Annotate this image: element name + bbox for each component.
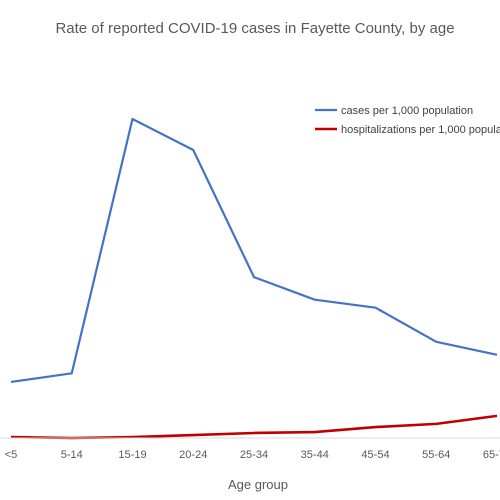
x-tick-label: <5 bbox=[5, 449, 18, 461]
legend-label: cases per 1,000 population bbox=[341, 105, 473, 117]
series-line-1 bbox=[10, 117, 498, 384]
series-line-2 bbox=[10, 414, 498, 440]
x-tick-label: 45-54 bbox=[361, 449, 389, 461]
x-axis-title: Age group bbox=[228, 477, 288, 492]
x-tick-labels: <5 5-14 15-19 20-24 25-34 35-44 45-54 55-64 65-7… bbox=[5, 449, 500, 461]
series-layer bbox=[10, 117, 498, 440]
chart-title: Rate of reported COVID-19 cases in Fayet… bbox=[55, 20, 454, 37]
x-tick-label: 5-14 bbox=[61, 449, 83, 461]
x-tick-label: 15-19 bbox=[118, 449, 146, 461]
legend-label: hospitalizations per 1,000 population bbox=[341, 124, 500, 136]
x-tick-label: 20-24 bbox=[179, 449, 207, 461]
x-tick-label: 25-34 bbox=[240, 449, 268, 461]
legend: cases per 1,000 population hospitalizatio… bbox=[315, 105, 500, 136]
x-tick-label: 55-64 bbox=[422, 449, 450, 461]
x-tick-label: 35-44 bbox=[301, 449, 329, 461]
x-tick-label: 65-74 bbox=[483, 449, 500, 461]
